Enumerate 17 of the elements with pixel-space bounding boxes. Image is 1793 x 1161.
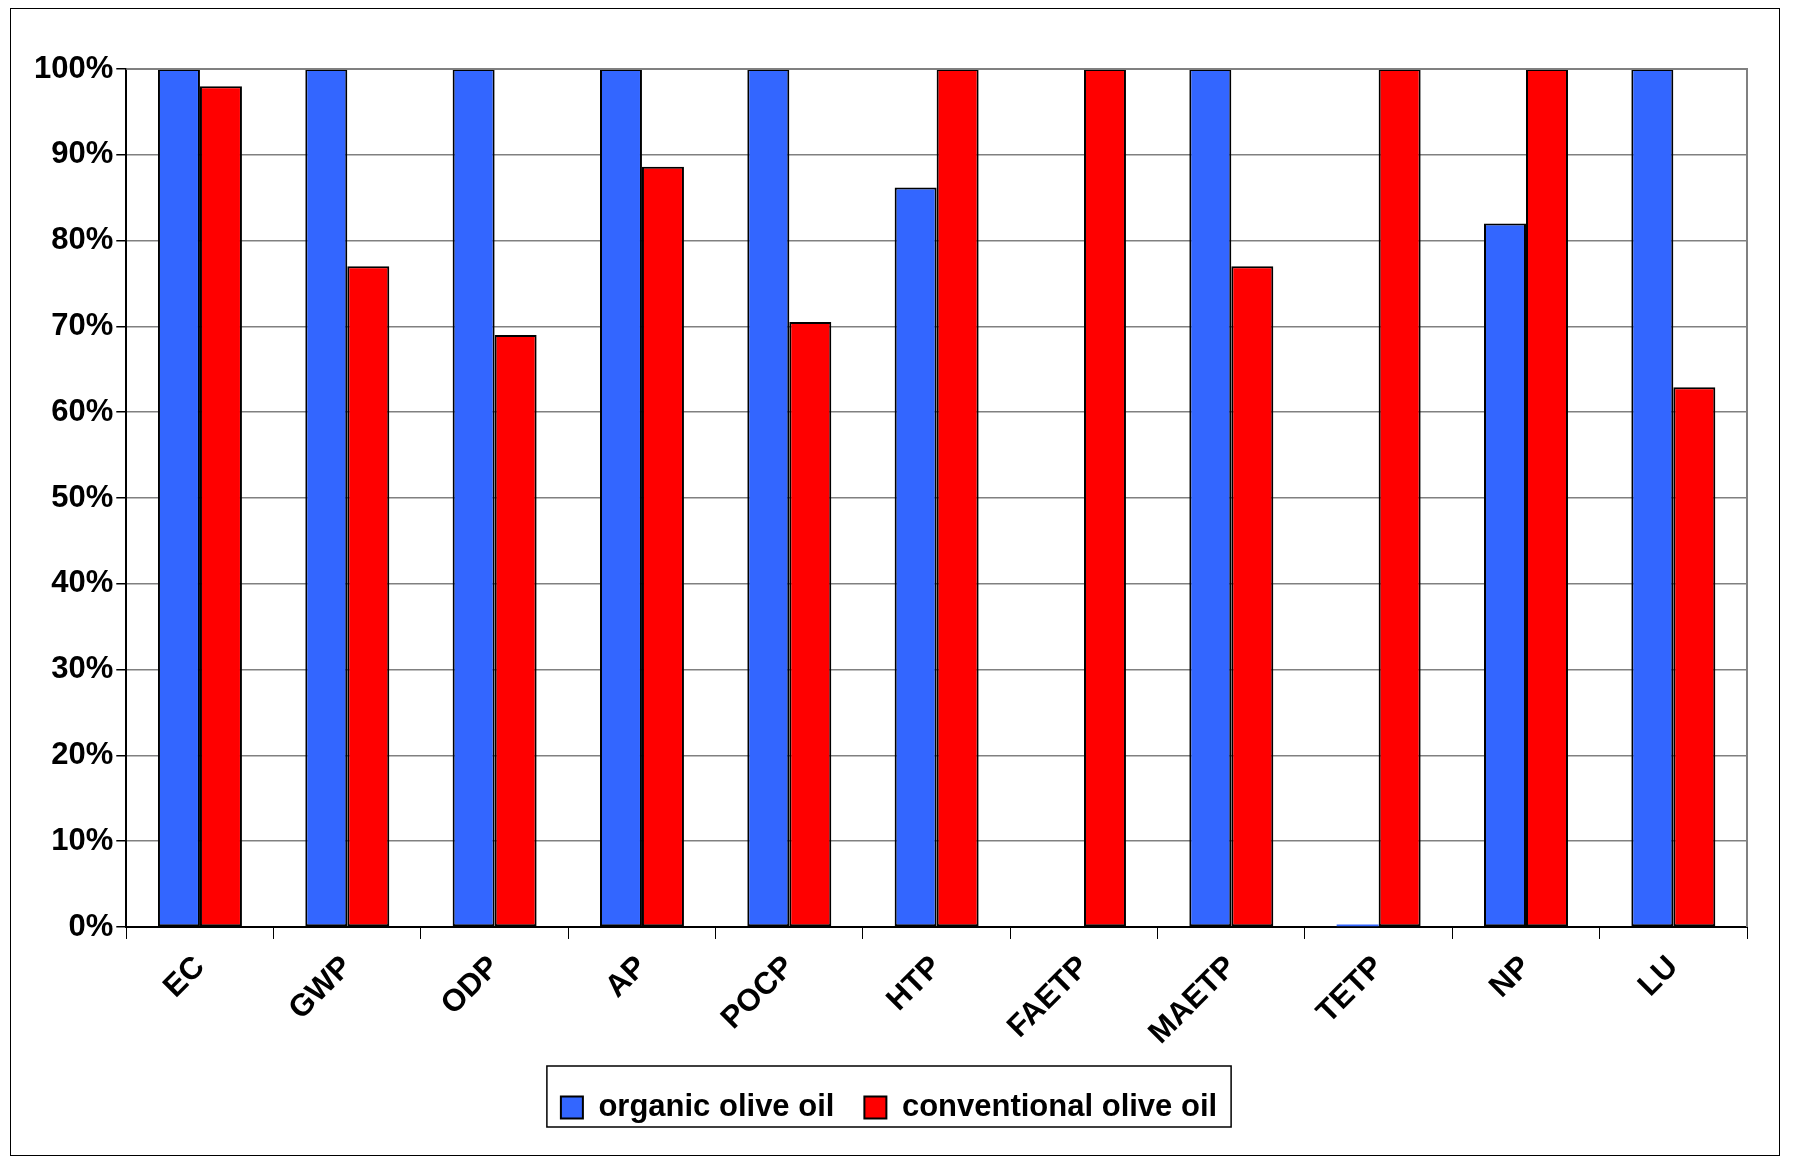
y-tick-label: 80% (51, 221, 114, 257)
y-tick-label: 30% (51, 650, 114, 686)
y-tick-label: 0% (68, 907, 114, 943)
y-tick-label: 20% (51, 735, 114, 771)
legend-label: organic olive oil (598, 1088, 835, 1124)
x-tick-label: LU (1630, 948, 1685, 1003)
y-tick-label: 10% (51, 821, 114, 857)
x-tick-label: AP (597, 948, 653, 1004)
x-tick-label: NP (1481, 948, 1537, 1004)
y-tick-label: 40% (51, 564, 114, 600)
y-tick-label: 100% (33, 49, 114, 85)
y-tick-label: 60% (51, 392, 114, 428)
y-tick-label: 70% (51, 306, 114, 342)
x-tick-label: EC (155, 948, 211, 1004)
legend-label: conventional olive oil (901, 1088, 1218, 1124)
y-tick-label: 90% (51, 135, 114, 171)
y-tick-label: 50% (51, 478, 114, 514)
